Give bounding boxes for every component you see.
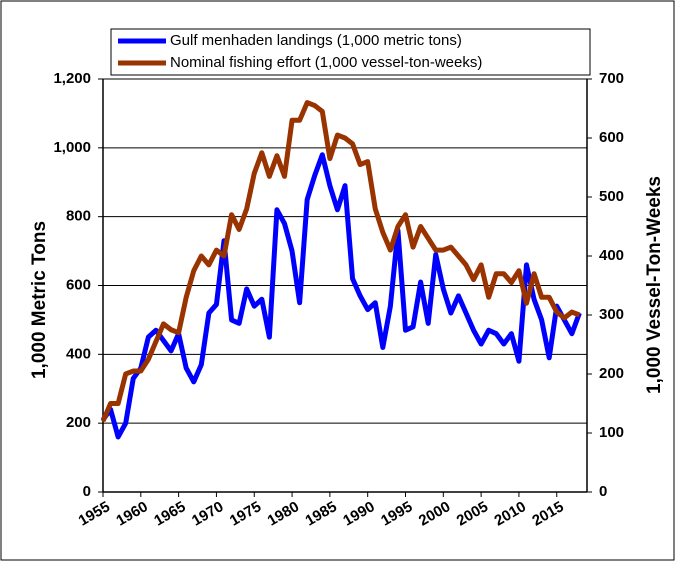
y-tick-label: 1,200: [53, 70, 91, 87]
y2-tick-label: 300: [599, 306, 624, 323]
x-tick-label: 2005: [454, 498, 491, 529]
y2-axis-title: 1,000 Vessel-Ton-Weeks: [644, 176, 665, 394]
legend-box: [110, 28, 591, 76]
x-tick-label: 2010: [492, 498, 529, 529]
x-tick-label: 2015: [529, 498, 566, 529]
x-tick-label: 1970: [189, 498, 226, 529]
series-line: [100, 100, 581, 423]
x-tick-label: 1990: [340, 498, 377, 529]
y-tick-label: 400: [66, 345, 91, 362]
y2-tick-label: 400: [599, 247, 624, 264]
x-tick-label: 2000: [416, 498, 453, 529]
y-tick-label: 1,000: [53, 139, 91, 156]
x-tick-label: 1995: [378, 498, 415, 529]
y2-tick-label: 500: [599, 188, 624, 205]
y-tick-label: 0: [83, 483, 91, 500]
y2-tick-label: 600: [599, 129, 624, 146]
x-tick-label: 1975: [227, 498, 264, 529]
x-tick-label: 1955: [76, 498, 113, 529]
y-tick-label: 800: [66, 208, 91, 225]
series-line: [100, 152, 582, 440]
y2-tick-label: 700: [599, 70, 624, 87]
x-tick-label: 1965: [151, 498, 188, 529]
x-tick-label: 1960: [113, 498, 150, 529]
y-tick-label: 600: [66, 276, 91, 293]
y-tick-label: 200: [66, 414, 91, 431]
x-tick-label: 1980: [265, 498, 302, 529]
legend-label: Nominal fishing effort (1,000 vessel-ton…: [170, 54, 482, 71]
x-tick-label: 1985: [302, 498, 339, 529]
legend-label: Gulf menhaden landings (1,000 metric ton…: [170, 32, 462, 49]
y-axis-title: 1,000 Metric Tons: [29, 221, 50, 379]
y2-tick-label: 200: [599, 365, 624, 382]
y2-tick-label: 0: [599, 483, 607, 500]
y2-tick-label: 100: [599, 424, 624, 441]
